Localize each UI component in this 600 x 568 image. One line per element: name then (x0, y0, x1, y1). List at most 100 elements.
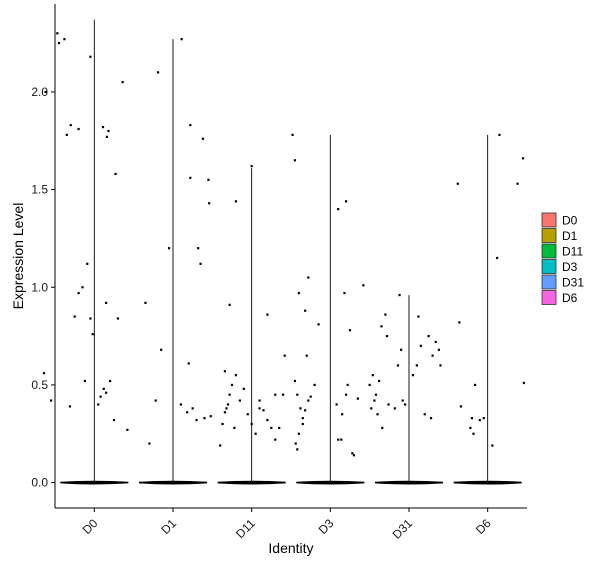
legend-label-d1: D1 (562, 229, 578, 243)
data-point (427, 334, 430, 338)
legend-swatch-d11 (541, 243, 557, 259)
data-point (121, 81, 124, 84)
series-d1 (138, 38, 212, 485)
data-point (491, 444, 494, 447)
data-point (362, 284, 365, 287)
data-point (348, 329, 352, 332)
data-point (335, 403, 338, 406)
series-d31 (368, 293, 444, 485)
data-point (283, 354, 286, 357)
data-point (400, 348, 403, 351)
data-point (482, 417, 485, 420)
data-point (317, 323, 320, 326)
data-point (456, 182, 459, 185)
data-point (401, 399, 404, 402)
data-point (89, 55, 92, 58)
data-point (423, 413, 426, 416)
data-point (250, 422, 253, 426)
data-point (77, 127, 80, 131)
data-point (223, 411, 227, 414)
data-point (226, 403, 230, 406)
data-point (343, 292, 346, 295)
data-point (459, 405, 463, 408)
data-point (384, 313, 387, 316)
data-point (167, 247, 171, 250)
data-point (223, 370, 227, 373)
data-point (230, 383, 234, 387)
data-point (191, 407, 194, 410)
legend-swatch-d31 (541, 274, 557, 290)
data-point (225, 407, 228, 410)
data-point (250, 165, 253, 168)
data-point (233, 426, 236, 430)
data-point (470, 417, 474, 420)
data-point (126, 428, 129, 431)
data-point (199, 262, 202, 265)
data-point (472, 432, 475, 435)
data-point (371, 374, 374, 377)
data-point (305, 354, 308, 357)
data-point (154, 399, 157, 402)
y-tick-label: 1.5 (31, 183, 48, 197)
data-point (337, 438, 340, 441)
data-point (411, 374, 415, 377)
data-point (274, 438, 277, 441)
data-point (238, 399, 241, 402)
data-point (370, 407, 373, 410)
violin-body-d6 (453, 480, 522, 485)
data-point (270, 426, 273, 430)
data-point (144, 301, 147, 304)
data-point (209, 415, 212, 418)
data-point (69, 124, 72, 127)
data-point (297, 432, 300, 435)
data-point (301, 422, 304, 426)
data-point (516, 182, 519, 185)
data-point (254, 432, 257, 435)
data-point (403, 403, 407, 406)
data-point (148, 442, 151, 445)
data-point (304, 309, 307, 312)
data-point (458, 321, 461, 324)
series-d3 (291, 133, 365, 485)
data-point (296, 448, 299, 451)
data-point (105, 135, 109, 138)
data-point (101, 125, 105, 129)
y-tick-label: 2.0 (31, 85, 48, 99)
data-point (42, 372, 46, 375)
data-point (91, 333, 94, 336)
data-point (228, 393, 231, 396)
data-point (431, 354, 434, 357)
data-point (396, 364, 400, 367)
y-tick-label: 1.0 (31, 280, 48, 294)
data-point (373, 399, 376, 402)
data-point (368, 383, 371, 387)
data-point (208, 202, 211, 205)
data-point (304, 409, 307, 412)
data-point (219, 444, 222, 447)
data-point (387, 403, 390, 406)
legend-label-d31: D31 (562, 276, 584, 290)
data-point (297, 292, 300, 295)
data-point (385, 334, 389, 338)
legend-swatch-d6 (541, 290, 557, 305)
data-point (228, 303, 231, 306)
data-point (73, 315, 76, 318)
data-point (344, 200, 348, 203)
data-point (498, 133, 501, 136)
legend-label-d11: D11 (562, 245, 583, 259)
data-point (434, 340, 437, 344)
legend-label-d3: D3 (562, 260, 578, 274)
data-point (356, 397, 359, 400)
data-point (419, 344, 422, 347)
data-point (439, 364, 442, 367)
data-point (242, 387, 245, 390)
data-point (266, 418, 269, 422)
data-point (105, 301, 108, 304)
data-point (179, 403, 182, 406)
data-point (341, 413, 344, 416)
data-point (473, 383, 477, 387)
data-point (376, 413, 379, 416)
legend-swatch-d3 (541, 259, 557, 274)
data-point (340, 438, 343, 441)
